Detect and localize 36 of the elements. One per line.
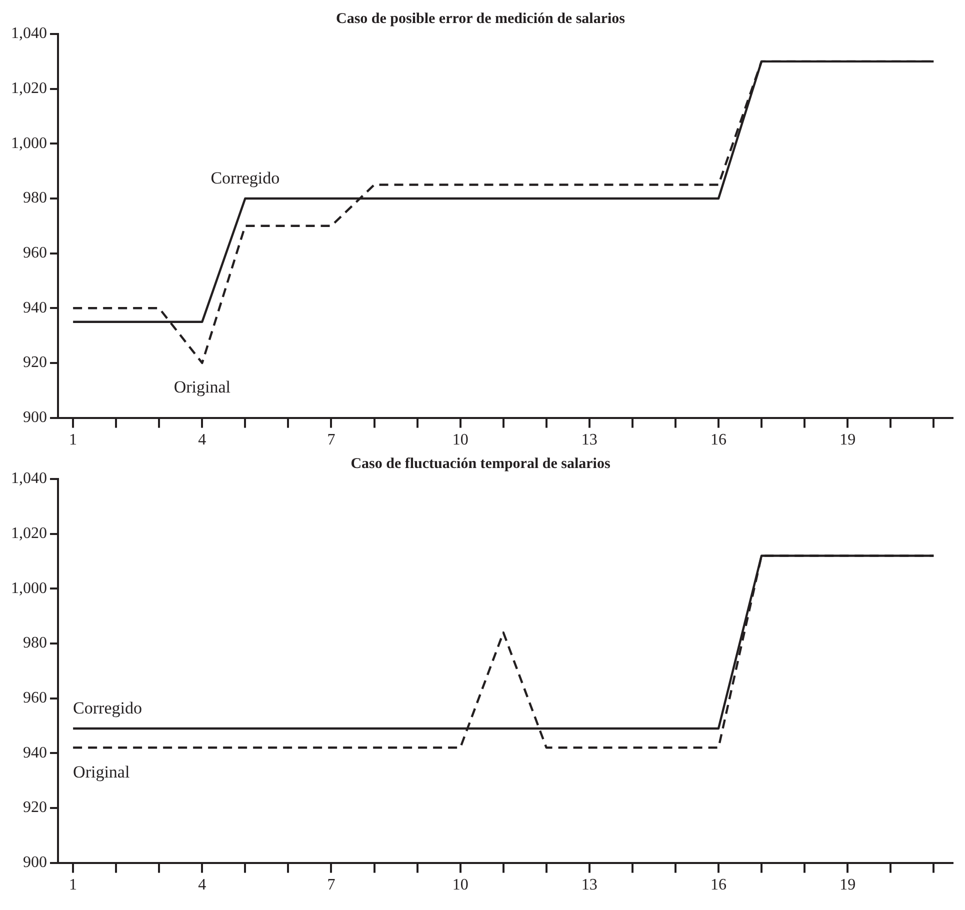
x-tick-label: 4: [198, 432, 206, 449]
y-tick-label: 1,020: [11, 525, 47, 542]
x-tick-label: 16: [710, 432, 726, 449]
x-tick-label: 10: [452, 432, 468, 449]
x-tick-label: 1: [69, 876, 78, 894]
x-tick-label: 1: [69, 432, 78, 449]
y-tick-label: 1,040: [11, 470, 47, 488]
x-tick-label: 19: [840, 876, 856, 894]
y-tick-label: 960: [23, 244, 47, 262]
series-label: Original: [174, 377, 230, 396]
x-tick-label: 10: [452, 876, 468, 894]
y-tick-label: 900: [23, 854, 47, 872]
y-tick-label: 1,020: [11, 80, 47, 98]
y-tick-label: 920: [23, 354, 47, 372]
y-tick-label: 900: [23, 409, 47, 426]
y-tick-label: 1,040: [11, 25, 47, 42]
chart-title: Caso de posible error de medición de salarios: [336, 10, 626, 27]
series-label: Corregido: [73, 698, 142, 718]
x-tick-label: 13: [581, 432, 598, 449]
y-tick-label: 960: [23, 690, 47, 707]
x-tick-label: 19: [840, 432, 856, 449]
x-tick-label: 7: [327, 876, 336, 894]
series-label: Corregido: [210, 168, 280, 188]
chart-title: Caso de fluctuación temporal de salarios: [350, 456, 610, 472]
y-tick-label: 920: [23, 799, 47, 816]
x-tick-label: 13: [581, 876, 598, 894]
y-tick-label: 1,000: [11, 580, 47, 597]
y-tick-label: 1,000: [11, 134, 47, 152]
x-tick-label: 7: [327, 432, 336, 449]
series-label: Original: [73, 762, 130, 782]
x-tick-label: 16: [710, 876, 726, 894]
x-tick-label: 4: [198, 876, 206, 894]
y-tick-label: 980: [23, 190, 47, 207]
y-tick-label: 940: [23, 299, 47, 316]
y-tick-label: 980: [23, 634, 47, 652]
y-tick-label: 940: [23, 744, 47, 762]
